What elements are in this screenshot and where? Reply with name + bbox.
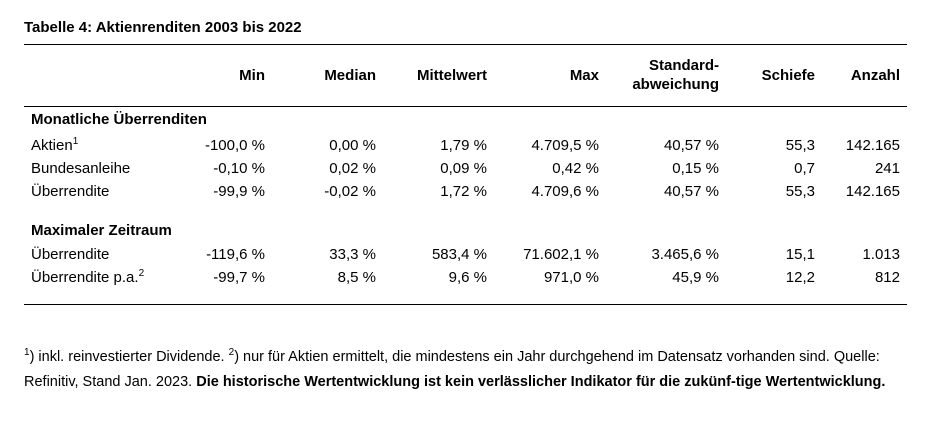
cell-std: 40,57 % (663, 183, 719, 200)
cell-max: 71.602,1 % (523, 246, 599, 263)
cell-median: 8,5 % (337, 269, 376, 286)
footnotes: 1) inkl. reinvestierter Dividende. 2) nu… (24, 345, 914, 395)
table-bottom-rule (24, 304, 907, 305)
cell-median: 33,3 % (329, 246, 376, 263)
footnote-mark: 1 (72, 136, 79, 147)
cell-mittelwert: 1,72 % (440, 183, 487, 200)
row-label: Überrendite p.a.2 (31, 268, 145, 287)
cell-schiefe: 0,7 (794, 160, 815, 177)
cell-anzahl: 142.165 (845, 183, 900, 200)
cell-min: -100,0 % (204, 137, 265, 154)
header-spacer (900, 44, 907, 106)
header-median: Median (324, 66, 376, 84)
cell-min: -0,10 % (213, 160, 265, 177)
table-title: Tabelle 4: Aktienrenditen 2003 bis 2022 (24, 19, 302, 36)
cell-median: 0,02 % (329, 160, 376, 177)
header-std-line2: abweichung (632, 76, 719, 93)
header-mittelwert: Mittelwert (416, 66, 487, 84)
cell-anzahl: 142.165 (845, 137, 900, 154)
table-row: Aktien1 -100,0 % 0,00 % 1,79 % 4.709,5 %… (24, 134, 907, 157)
cell-mittelwert: 0,09 % (440, 160, 487, 177)
table-row: Überrendite -119,6 % 33,3 % 583,4 % 71.6… (24, 243, 907, 266)
cell-schiefe: 55,3 (785, 183, 815, 200)
table-header-rule (24, 106, 907, 107)
returns-table: Min Median Mittelwert Max Standard- abwe… (24, 44, 907, 289)
header-min: Min (239, 66, 265, 84)
table-row: Überrendite p.a.2 -99,7 % 8,5 % 9,6 % 97… (24, 266, 907, 289)
section-heading-monthly: Monatliche Überrenditen (31, 111, 207, 128)
disclaimer: Die historische Wertentwicklung ist kein… (196, 374, 886, 390)
cell-mittelwert: 583,4 % (431, 246, 487, 263)
cell-anzahl: 241 (874, 160, 900, 177)
footnote-1-text: ) inkl. reinvestierter Dividende. (29, 349, 229, 365)
footnote-1-mark: 1 (24, 347, 30, 359)
cell-anzahl: 1.013 (862, 246, 900, 263)
cell-schiefe: 55,3 (785, 137, 815, 154)
section-heading-row: Monatliche Überrenditen (24, 106, 907, 134)
cell-min: -99,7 % (213, 269, 265, 286)
table-row: Bundesanleihe -0,10 % 0,02 % 0,09 % 0,42… (24, 157, 907, 180)
header-standardabweichung: Standard- abweichung (599, 44, 719, 106)
header-std-line1: Standard- (648, 57, 719, 74)
footnote-mark: 2 (138, 268, 145, 279)
cell-max: 0,42 % (552, 160, 599, 177)
cell-median: 0,00 % (329, 137, 376, 154)
cell-mittelwert: 1,79 % (440, 137, 487, 154)
header-row: Min Median Mittelwert Max Standard- abwe… (24, 44, 907, 106)
cell-max: 971,0 % (543, 269, 599, 286)
row-label: Bundesanleihe (31, 160, 131, 177)
cell-std: 0,15 % (672, 160, 719, 177)
header-anzahl: Anzahl (850, 66, 900, 84)
cell-mittelwert: 9,6 % (448, 269, 487, 286)
footnote-2-mark: 2 (228, 347, 235, 359)
cell-max: 4.709,6 % (531, 183, 599, 200)
row-label: Überrendite (31, 246, 110, 263)
cell-std: 45,9 % (672, 269, 719, 286)
footnote-2-text: ) nur für Aktien ermittelt, die mindeste… (24, 349, 880, 390)
row-label: Aktien1 (31, 136, 79, 155)
cell-min: -99,9 % (213, 183, 265, 200)
table-row: Überrendite -99,9 % -0,02 % 1,72 % 4.709… (24, 180, 907, 203)
cell-schiefe: 12,2 (785, 269, 815, 286)
cell-anzahl: 812 (874, 269, 900, 286)
section-heading-max-period: Maximaler Zeitraum (31, 222, 172, 239)
table-top-rule (24, 44, 907, 45)
cell-std: 40,57 % (663, 137, 719, 154)
section-heading-row: Maximaler Zeitraum (24, 219, 907, 243)
header-schiefe: Schiefe (761, 66, 815, 84)
row-label: Überrendite (31, 183, 110, 200)
cell-median: -0,02 % (324, 183, 376, 200)
cell-schiefe: 15,1 (785, 246, 815, 263)
cell-max: 4.709,5 % (531, 137, 599, 154)
cell-std: 3.465,6 % (651, 246, 719, 263)
header-max: Max (569, 66, 599, 84)
header-label-col (24, 44, 142, 106)
cell-min: -119,6 % (206, 246, 265, 263)
section-spacer (24, 203, 907, 219)
